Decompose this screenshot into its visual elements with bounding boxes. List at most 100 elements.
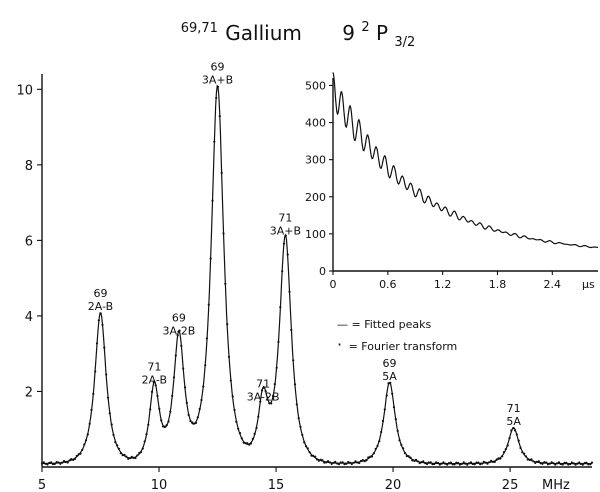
fourier-point xyxy=(251,437,254,440)
fourier-point xyxy=(317,459,320,462)
fourier-point xyxy=(491,460,495,463)
fourier-point xyxy=(458,463,462,466)
fourier-point xyxy=(510,429,513,432)
fourier-point xyxy=(180,344,183,347)
fourier-point xyxy=(334,460,337,463)
fourier-point xyxy=(248,443,251,446)
fourier-point xyxy=(339,461,342,464)
fourier-point xyxy=(543,461,546,464)
fourier-point xyxy=(370,455,374,458)
fourier-point xyxy=(224,282,227,285)
fourier-point xyxy=(266,396,269,399)
inset-x-ticks: 0 0.6 1.2 1.8 2.4 xyxy=(330,271,562,291)
inset-y-tick-label: 400 xyxy=(305,117,326,130)
fourier-point xyxy=(369,455,372,458)
fourier-point xyxy=(444,462,447,465)
fourier-point xyxy=(414,458,418,461)
fourier-point xyxy=(189,419,192,423)
fourier-point xyxy=(589,463,592,466)
fourier-point xyxy=(293,383,297,386)
fourier-point xyxy=(403,452,407,455)
fourier-point xyxy=(64,460,67,464)
inset-x-tick-label: 2.4 xyxy=(544,278,562,291)
fourier-point xyxy=(150,390,154,393)
fourier-point xyxy=(385,394,388,397)
fourier-point xyxy=(471,462,474,466)
fourier-point xyxy=(535,460,539,463)
peak-line-label: 3A-2B xyxy=(163,324,196,337)
title-isotopes: 69,71 xyxy=(181,21,218,36)
fourier-point xyxy=(504,448,507,451)
title-sup: 2 xyxy=(361,20,369,35)
fourier-point xyxy=(521,451,524,454)
fourier-point xyxy=(541,462,544,465)
fourier-point xyxy=(442,461,445,464)
fourier-point xyxy=(418,462,421,465)
fourier-point xyxy=(286,253,289,256)
fourier-point xyxy=(136,454,139,457)
fourier-point xyxy=(154,384,157,387)
fourier-point xyxy=(119,452,122,455)
main-x-ticks: 5 10 15 20 25 xyxy=(38,467,518,492)
fourier-point xyxy=(570,461,573,464)
fourier-point xyxy=(581,463,584,466)
fourier-point xyxy=(526,458,529,461)
fourier-point xyxy=(354,460,357,463)
fourier-point xyxy=(246,442,249,445)
fourier-point xyxy=(75,454,78,457)
fourier-point xyxy=(530,458,533,461)
fourier-point xyxy=(501,455,504,458)
fourier-point xyxy=(143,440,146,443)
fourier-point xyxy=(273,383,276,386)
fourier-point xyxy=(585,461,588,464)
fourier-point xyxy=(211,199,214,202)
fourier-point xyxy=(559,462,562,466)
fourier-point xyxy=(277,340,280,343)
chart-title: 69,71 Gallium 9 2 P 3/2 xyxy=(181,12,416,50)
inset-x-tick-label: 1.8 xyxy=(489,278,507,291)
fourier-point xyxy=(433,462,436,466)
fourier-point xyxy=(158,407,161,410)
legend-fourier-entry: · = Fourier transform xyxy=(337,335,457,354)
peak-line-label: 3A+B xyxy=(202,73,233,86)
fourier-point xyxy=(213,140,216,143)
fourier-point xyxy=(587,463,590,466)
fourier-point xyxy=(167,420,170,423)
inset-x-tick-label: 1.2 xyxy=(434,278,452,291)
x-tick-label: 10 xyxy=(151,478,168,492)
fourier-point xyxy=(431,463,434,466)
fourier-point xyxy=(332,461,335,464)
fourier-point xyxy=(394,418,397,421)
fourier-point xyxy=(138,451,141,455)
fourier-point xyxy=(424,462,427,465)
fourier-point xyxy=(160,419,163,422)
fourier-point xyxy=(205,337,209,340)
main-y-ticks: 2 4 6 8 10 xyxy=(16,83,42,400)
fourier-point xyxy=(233,408,236,412)
fourier-point xyxy=(557,461,561,464)
inset-y-tick-label: 0 xyxy=(319,265,326,278)
peak-isotope-label: 71 xyxy=(278,211,292,224)
fourier-point xyxy=(222,232,225,235)
fourier-point xyxy=(112,433,115,436)
fourier-point xyxy=(534,461,537,464)
peak-isotope-label: 69 xyxy=(172,311,186,324)
fourier-point xyxy=(325,461,328,464)
fourier-point xyxy=(61,461,64,464)
fourier-point xyxy=(132,456,135,459)
fourier-point xyxy=(187,413,190,417)
fourier-point xyxy=(249,442,253,445)
legend-fourier-label: = Fourier transform xyxy=(349,340,458,353)
fourier-point xyxy=(348,461,352,464)
fourier-point xyxy=(506,444,509,447)
fourier-point xyxy=(130,455,133,458)
inset-x-tick-label: 0.6 xyxy=(379,278,397,291)
fourier-point xyxy=(312,454,315,458)
fourier-point xyxy=(449,461,452,464)
fourier-point xyxy=(86,433,89,436)
y-tick-label: 2 xyxy=(25,385,33,400)
fourier-point xyxy=(462,461,465,464)
